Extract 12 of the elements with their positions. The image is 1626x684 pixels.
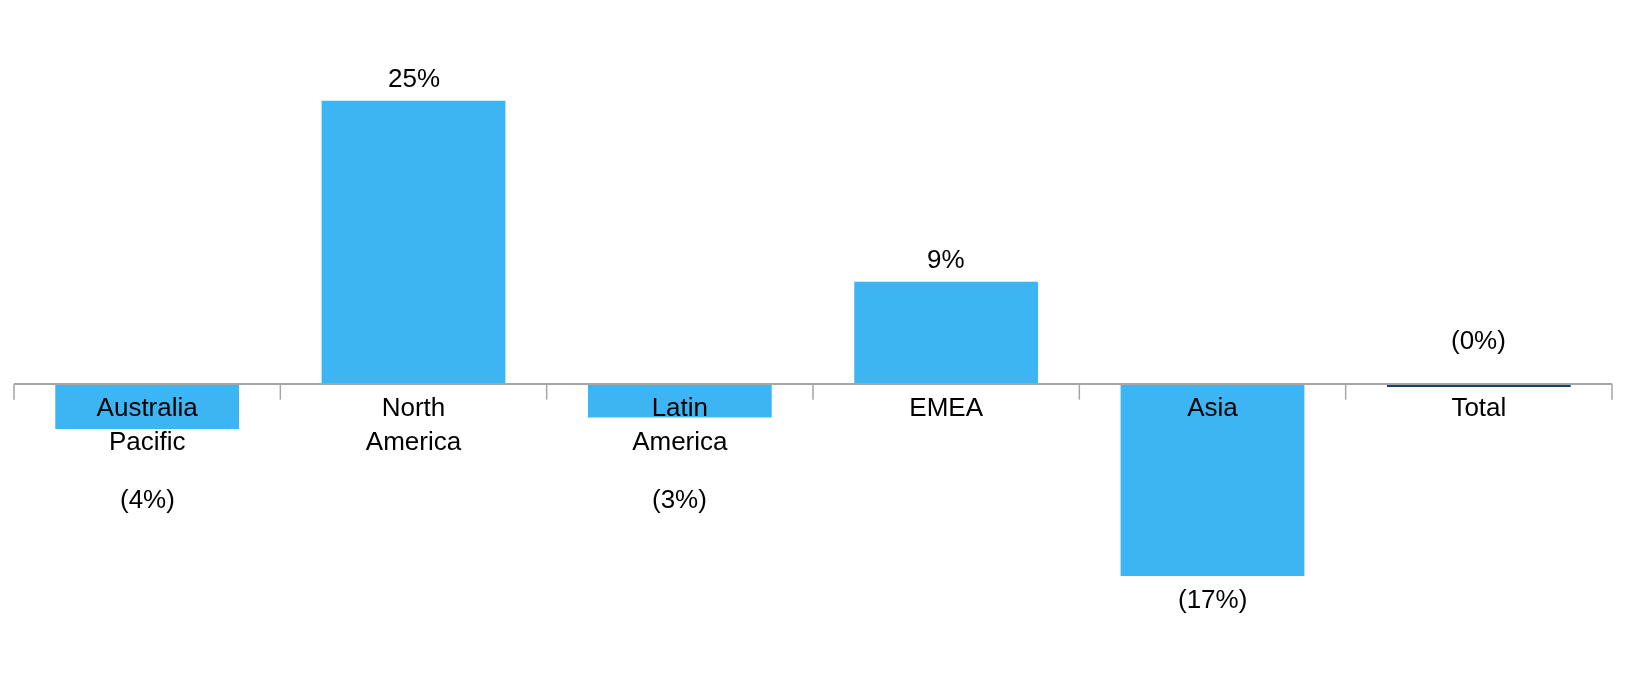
x-tick-label: EMEA	[909, 391, 984, 422]
data-label: 9%	[927, 244, 965, 274]
data-label: (3%)	[652, 484, 707, 514]
data-label: 25%	[388, 63, 441, 93]
x-tick-label: Total	[1451, 391, 1507, 422]
data-label: (0%)	[1451, 325, 1506, 355]
x-tick-label: Asia	[1187, 391, 1239, 422]
data-label: (4%)	[120, 484, 175, 514]
x-tick-label: Australia Pacific	[96, 391, 199, 456]
data-label: (17%)	[1178, 584, 1248, 614]
x-tick-label: Latin America	[632, 391, 729, 456]
x-tick-label: North America	[365, 391, 462, 456]
